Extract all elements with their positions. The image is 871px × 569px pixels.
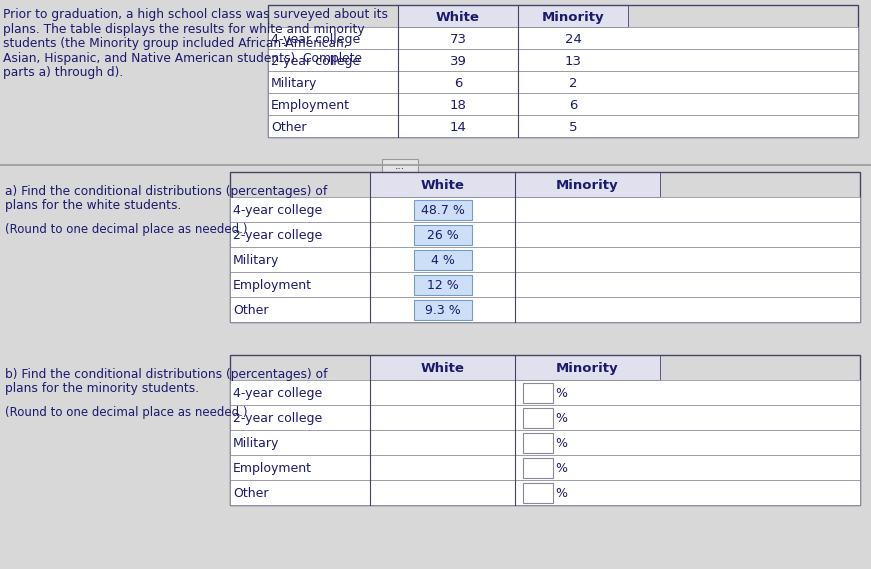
Text: Prior to graduation, a high school class was surveyed about its: Prior to graduation, a high school class… [3,8,388,21]
Bar [268,49,858,71]
Text: 5: 5 [569,121,577,134]
Text: Other: Other [233,304,268,317]
Text: plans for the white students.: plans for the white students. [5,199,181,212]
Bar [230,297,860,322]
Text: 24: 24 [564,32,582,46]
Text: Minority: Minority [557,362,618,375]
Bar [523,483,553,502]
Bar [523,407,553,427]
Text: ...: ... [395,161,405,171]
Text: parts a) through d).: parts a) through d). [3,66,124,79]
Bar [230,197,860,222]
Bar [268,5,858,137]
Text: 48.7 %: 48.7 % [421,204,464,217]
Text: students (the Minority group included African-American,: students (the Minority group included Af… [3,37,348,50]
Bar [268,71,858,93]
Bar [370,172,660,197]
Text: %: % [555,487,567,500]
Bar [268,27,858,49]
Text: Asian, Hispanic, and Native American students). Complete: Asian, Hispanic, and Native American stu… [3,52,362,64]
Text: 73: 73 [449,32,467,46]
Bar [268,93,858,115]
Text: Employment: Employment [233,462,312,475]
Text: 4 %: 4 % [430,254,455,267]
Text: 4-year college: 4-year college [233,204,322,217]
Bar [230,172,860,322]
Text: 14: 14 [449,121,467,134]
Text: 18: 18 [449,98,467,112]
Text: 2-year college: 2-year college [233,229,322,242]
Text: Minority: Minority [557,179,618,192]
Text: plans. The table displays the results for white and minority: plans. The table displays the results fo… [3,23,365,35]
Text: Military: Military [233,254,280,267]
Text: 12 %: 12 % [427,279,458,292]
Bar [230,455,860,480]
Text: 9.3 %: 9.3 % [425,304,461,317]
Text: Military: Military [271,76,317,89]
Bar [230,247,860,272]
Bar [398,5,628,27]
Text: %: % [555,437,567,450]
Text: a) Find the conditional distributions (percentages) of: a) Find the conditional distributions (p… [5,185,327,198]
Bar [230,480,860,505]
Text: White: White [421,362,464,375]
Bar [230,430,860,455]
Text: 6: 6 [454,76,463,89]
Bar [230,272,860,297]
Text: %: % [555,462,567,475]
Text: %: % [555,387,567,400]
Bar [414,225,471,245]
Text: (Round to one decimal place as needed.): (Round to one decimal place as needed.) [5,406,247,419]
Text: 2-year college: 2-year college [233,412,322,425]
Bar [230,380,860,405]
Bar [523,457,553,477]
Bar [414,249,471,270]
Text: 26 %: 26 % [427,229,458,242]
Bar [523,432,553,452]
Text: %: % [555,412,567,425]
Bar [414,299,471,320]
Text: plans for the minority students.: plans for the minority students. [5,382,199,395]
Bar [382,159,418,171]
Text: (Round to one decimal place as needed.): (Round to one decimal place as needed.) [5,223,247,236]
Bar [268,115,858,137]
Text: b) Find the conditional distributions (percentages) of: b) Find the conditional distributions (p… [5,368,327,381]
Text: 39: 39 [449,55,467,68]
Bar [370,355,660,380]
Bar [414,200,471,220]
Text: 2-year college: 2-year college [271,55,361,68]
Bar [230,355,860,505]
Text: Other: Other [271,121,307,134]
Text: White: White [421,179,464,192]
Text: Employment: Employment [233,279,312,292]
Text: Employment: Employment [271,98,350,112]
Text: 4-year college: 4-year college [233,387,322,400]
Text: Minority: Minority [542,10,604,23]
Text: 13: 13 [564,55,582,68]
Bar [230,222,860,247]
Text: 6: 6 [569,98,577,112]
Text: 4-year college: 4-year college [271,32,361,46]
Bar [523,382,553,402]
Bar [230,405,860,430]
Text: Other: Other [233,487,268,500]
Text: White: White [436,10,480,23]
Text: Military: Military [233,437,280,450]
Bar [414,274,471,295]
Text: 2: 2 [569,76,577,89]
